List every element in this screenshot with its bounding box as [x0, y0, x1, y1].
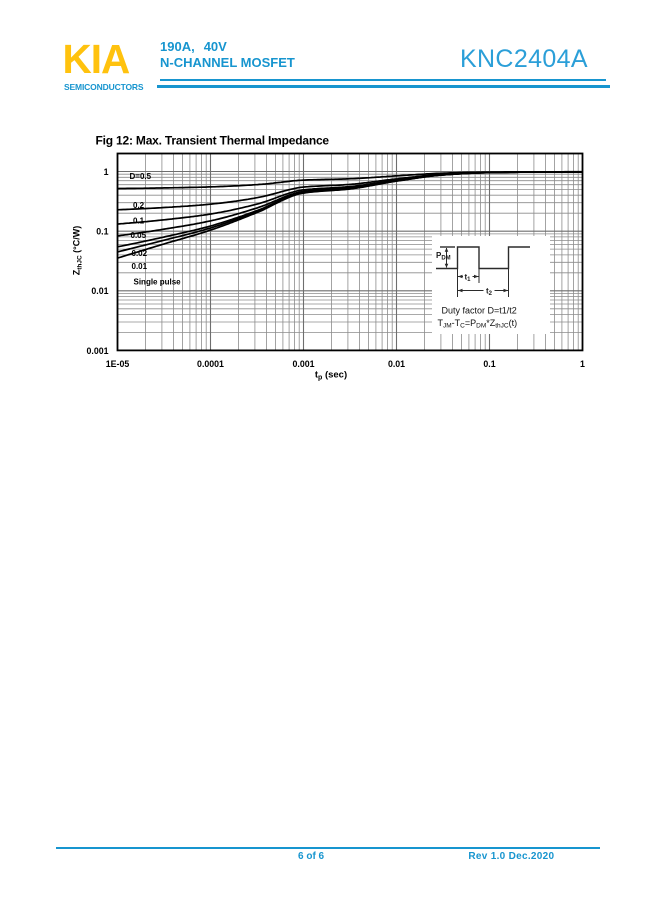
svg-text:t1: t1 — [465, 273, 472, 284]
svg-text:ZthJC (°C/W): ZthJC (°C/W) — [72, 226, 84, 276]
svg-text:0.0001: 0.0001 — [197, 359, 224, 369]
svg-text:0.02: 0.02 — [132, 249, 148, 258]
svg-text:0.1: 0.1 — [133, 217, 145, 226]
svg-text:0.2: 0.2 — [133, 201, 145, 210]
svg-text:0.05: 0.05 — [131, 231, 147, 240]
svg-text:0.01: 0.01 — [91, 286, 108, 296]
svg-text:D=0.5: D=0.5 — [130, 172, 152, 181]
svg-text:t2: t2 — [486, 287, 493, 298]
svg-text:1E-05: 1E-05 — [106, 359, 130, 369]
svg-text:0.01: 0.01 — [388, 359, 405, 369]
svg-text:tp (sec): tp (sec) — [315, 370, 347, 382]
svg-text:Single pulse: Single pulse — [134, 278, 182, 287]
svg-text:Duty factor D=t1/t2: Duty factor D=t1/t2 — [442, 306, 517, 316]
svg-text:1: 1 — [580, 359, 585, 369]
svg-text:0.001: 0.001 — [292, 359, 314, 369]
svg-text:0.1: 0.1 — [96, 227, 108, 237]
svg-text:0.001: 0.001 — [86, 346, 108, 356]
svg-text:TJM-TC=PDM*ZthJC(t): TJM-TC=PDM*ZthJC(t) — [438, 318, 518, 330]
svg-text:Fig 12: Max. Transient Thermal: Fig 12: Max. Transient Thermal Impedance — [96, 134, 330, 148]
svg-text:0.01: 0.01 — [132, 262, 148, 271]
svg-text:PDM: PDM — [436, 251, 451, 262]
svg-text:0.1: 0.1 — [483, 359, 495, 369]
svg-text:1: 1 — [104, 167, 109, 177]
